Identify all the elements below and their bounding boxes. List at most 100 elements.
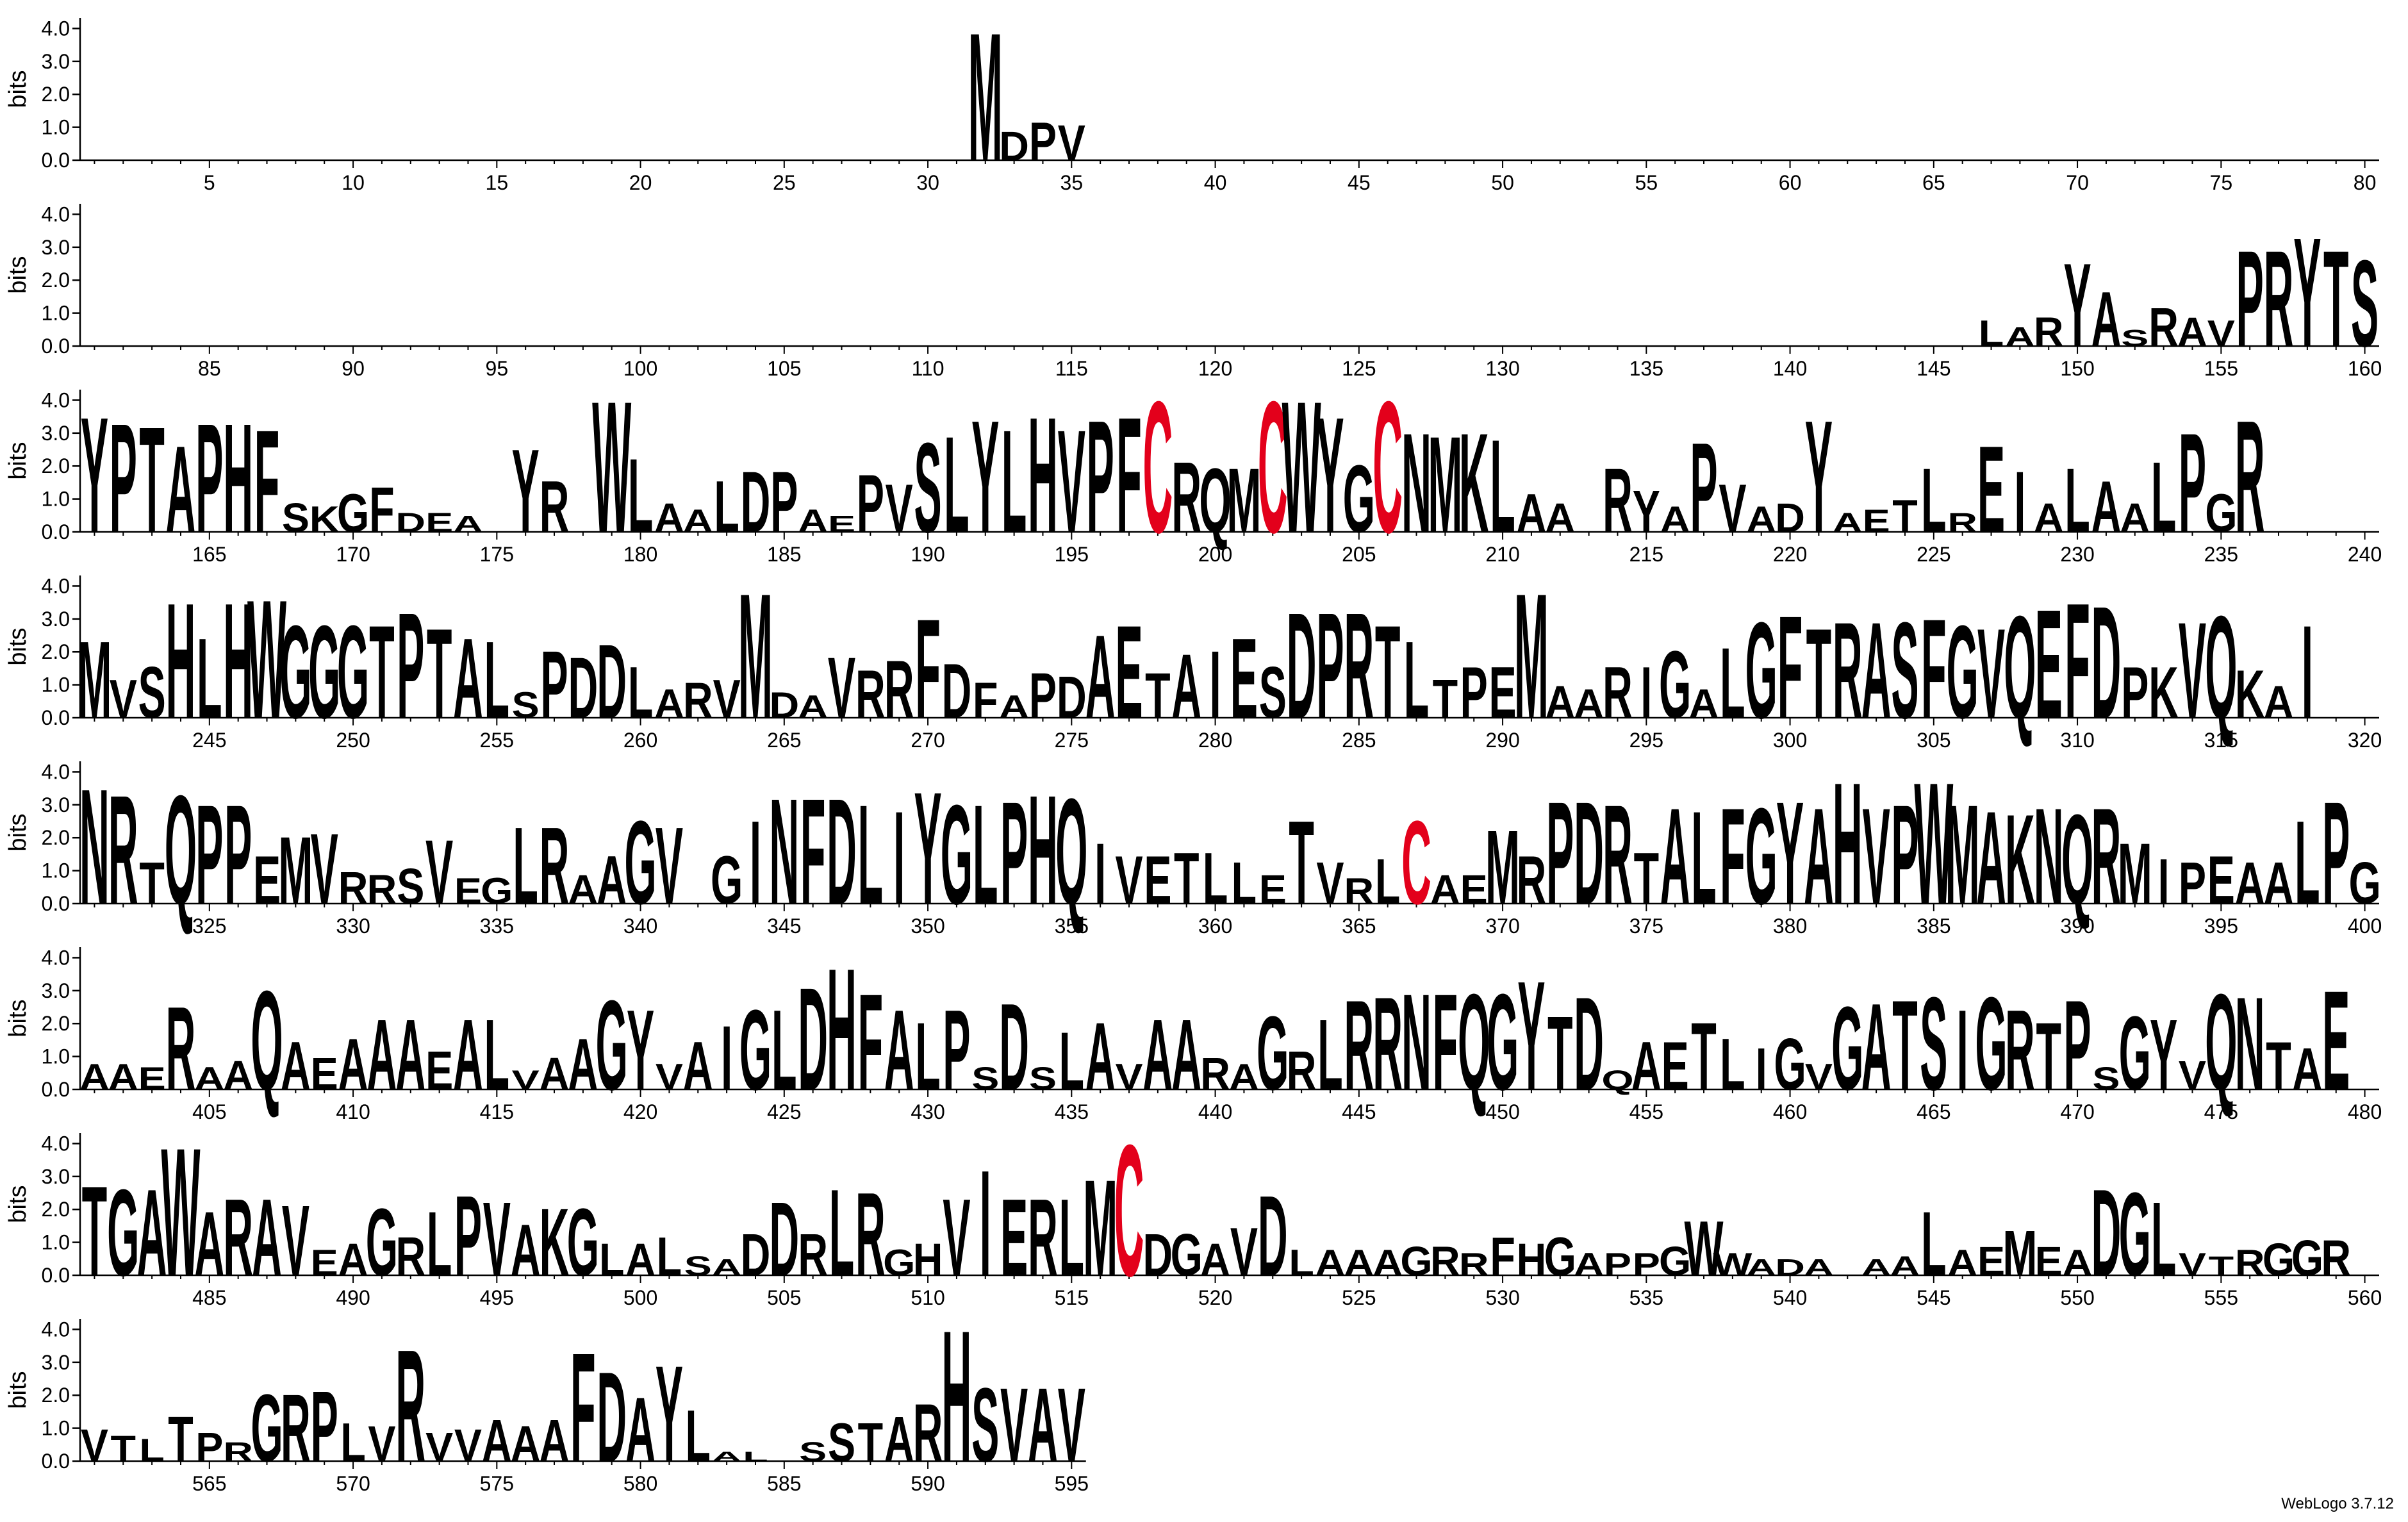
logo-letter-W: W bbox=[592, 362, 631, 572]
y-tick-label: 1.0 bbox=[42, 674, 70, 697]
logo-letter-L: L bbox=[1691, 784, 1716, 932]
logo-letter-G: G bbox=[1487, 965, 1519, 1119]
logo-letter-A: A bbox=[1545, 495, 1575, 541]
logo-letter-A: A bbox=[1631, 1027, 1662, 1104]
logo-letter-A: A bbox=[625, 1379, 656, 1480]
logo-letter-A: A bbox=[1861, 979, 1892, 1116]
y-tick-label: 3.0 bbox=[42, 793, 70, 816]
logo-letter-T: T bbox=[1892, 975, 1917, 1117]
logo-letter-G: G bbox=[739, 987, 771, 1114]
logo-letter-R: R bbox=[223, 1177, 253, 1300]
logo-letter-P: P bbox=[1546, 771, 1574, 935]
y-tick-label: 1.0 bbox=[42, 302, 70, 325]
x-tick-label: 370 bbox=[1485, 914, 1519, 938]
logo-letter-D: D bbox=[798, 957, 828, 1121]
logo-letter-P: P bbox=[2322, 771, 2350, 935]
x-tick-label: 495 bbox=[480, 1286, 514, 1309]
logo-letter-L: L bbox=[915, 1004, 940, 1110]
logo-letter-R: R bbox=[913, 1387, 943, 1479]
x-tick-label: 230 bbox=[2060, 543, 2094, 566]
logo-letter-R: R bbox=[1603, 450, 1633, 551]
x-tick-label: 505 bbox=[767, 1286, 801, 1309]
logo-letter-A: A bbox=[1833, 507, 1863, 538]
logo-letter-R: R bbox=[395, 1316, 425, 1495]
logo-letter-D: D bbox=[827, 767, 857, 936]
logo-letter-V: V bbox=[110, 668, 137, 730]
y-tick-label: 1.0 bbox=[42, 1417, 70, 1440]
logo-letter-G: G bbox=[567, 1189, 599, 1296]
logo-letter-I: I bbox=[2014, 453, 2025, 550]
x-tick-label: 110 bbox=[912, 357, 944, 380]
logo-letter-Y: Y bbox=[512, 425, 540, 558]
logo-letter-A: A bbox=[1200, 1234, 1230, 1286]
logo-letter-P: P bbox=[1460, 652, 1488, 734]
logo-letter-L: L bbox=[2295, 797, 2320, 929]
x-tick-label: 390 bbox=[2060, 914, 2094, 938]
logo-letter-A: A bbox=[1229, 1057, 1259, 1098]
logo-letter-Q: Q bbox=[251, 961, 283, 1120]
x-tick-label: 455 bbox=[1629, 1100, 1663, 1123]
logo-letter-L: L bbox=[1232, 850, 1257, 916]
logo-letter-E: E bbox=[1230, 615, 1258, 742]
x-tick-label: 270 bbox=[911, 729, 944, 752]
x-tick-label: 325 bbox=[192, 914, 226, 938]
x-tick-label: 560 bbox=[2348, 1286, 2382, 1309]
x-tick-label: 175 bbox=[480, 543, 514, 566]
logo-letter-S: S bbox=[1029, 1061, 1057, 1096]
logo-letter-F: F bbox=[800, 767, 825, 936]
logo-letter-T: T bbox=[1433, 668, 1458, 730]
x-tick-label: 35 bbox=[1060, 171, 1084, 194]
logo-letter-G: G bbox=[1745, 593, 1777, 747]
x-tick-label: 460 bbox=[1773, 1100, 1807, 1123]
logo-letter-G: G bbox=[1257, 995, 1289, 1113]
logo-letter-W: W bbox=[161, 1110, 200, 1314]
logo-letter-T: T bbox=[1691, 1004, 1716, 1110]
logo-letter-P: P bbox=[1604, 1247, 1631, 1282]
logo-letter-V: V bbox=[1000, 1367, 1028, 1484]
logo-letter-R: R bbox=[1344, 975, 1374, 1117]
logo-letter-T: T bbox=[1547, 995, 1572, 1113]
logo-letter-V: V bbox=[2179, 1247, 2207, 1282]
logo-letter-V: V bbox=[311, 813, 338, 925]
y-tick-label: 4.0 bbox=[42, 388, 70, 411]
logo-letter-T: T bbox=[858, 1412, 883, 1473]
x-tick-label: 555 bbox=[2204, 1286, 2238, 1309]
logo-letter-F: F bbox=[1490, 1226, 1515, 1287]
x-tick-label: 145 bbox=[1917, 357, 1950, 380]
logo-letter-Y: Y bbox=[1316, 383, 1344, 567]
logo-letter-P: P bbox=[397, 581, 424, 750]
logo-letter-P: P bbox=[943, 987, 970, 1114]
x-tick-label: 180 bbox=[623, 543, 657, 566]
logo-letter-Q: Q bbox=[2205, 965, 2237, 1119]
logo-letter-Y: Y bbox=[971, 387, 999, 566]
logo-letter-A: A bbox=[223, 1052, 253, 1098]
logo-letter-D: D bbox=[1574, 771, 1604, 935]
logo-letter-P: P bbox=[1029, 660, 1057, 732]
y-tick-label: 2.0 bbox=[42, 1198, 70, 1221]
x-tick-label: 320 bbox=[2348, 729, 2382, 752]
logo-letter-A: A bbox=[482, 1407, 512, 1473]
logo-letter-D: D bbox=[1775, 1255, 1805, 1281]
logo-letter-A: A bbox=[2120, 495, 2150, 541]
logo-letter-A: A bbox=[712, 1449, 742, 1464]
logo-letter-S: S bbox=[1891, 593, 1918, 747]
logo-letter-G: G bbox=[481, 871, 513, 912]
x-tick-label: 430 bbox=[911, 1100, 944, 1123]
logo-letter-C: C bbox=[1373, 362, 1403, 572]
x-tick-label: 190 bbox=[911, 543, 944, 566]
logo-letter-C: C bbox=[1114, 1105, 1144, 1315]
logo-letter-V: V bbox=[1977, 603, 2005, 745]
logo-letter-Q: Q bbox=[1601, 1064, 1633, 1095]
logo-letter-M: M bbox=[1428, 408, 1462, 561]
logo-letter-E: E bbox=[1863, 504, 1890, 539]
logo-letter-E: E bbox=[454, 871, 482, 912]
logo-letter-V: V bbox=[454, 1420, 482, 1471]
y-axis-label: bits bbox=[4, 1185, 31, 1223]
logo-letter-G: G bbox=[1400, 1238, 1432, 1284]
logo-letter-G: G bbox=[2348, 850, 2380, 916]
logo-letter-G: G bbox=[1659, 632, 1691, 738]
logo-letter-D: D bbox=[1775, 495, 1805, 541]
logo-letter-T: T bbox=[369, 599, 394, 747]
logo-letter-D: D bbox=[597, 1346, 627, 1489]
logo-letter-E: E bbox=[2207, 841, 2235, 918]
